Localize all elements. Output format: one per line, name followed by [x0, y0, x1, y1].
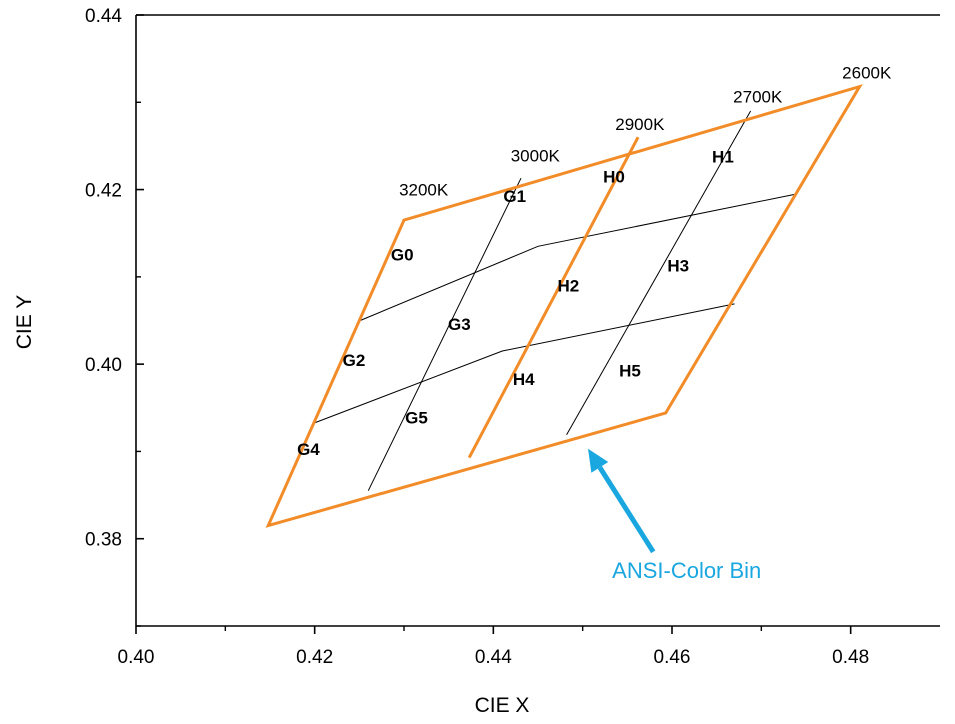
x-tick-label: 0.42 [296, 647, 333, 668]
x-axis-title: CIE X [475, 694, 530, 717]
bin-label: H1 [712, 148, 734, 167]
bin-label: H2 [558, 277, 580, 296]
bin-label: H3 [667, 257, 689, 276]
x-tick-label: 0.44 [475, 647, 512, 668]
annotation-arrow-head [588, 448, 609, 473]
sub-bin-lines [312, 110, 798, 491]
bin-label: G5 [405, 408, 428, 427]
annotation-label: ANSI-Color Bin [612, 558, 761, 583]
bin-label: G1 [503, 187, 526, 206]
cct-label: 3200K [399, 181, 449, 200]
x-tick-label: 0.40 [118, 647, 155, 668]
bin-label: H4 [513, 370, 535, 389]
y-tick-label: 0.42 [85, 181, 122, 202]
bin-label: G4 [297, 440, 320, 459]
y-tick-label: 0.40 [85, 355, 122, 376]
cct-label: 2600K [842, 64, 892, 83]
ansi-annotation: ANSI-Color Bin [588, 448, 761, 583]
x-tick-label: 0.46 [654, 647, 691, 668]
sub-bin-line [360, 193, 798, 321]
bin-label: H5 [619, 361, 641, 380]
bin-mid-boundary [467, 136, 640, 459]
cct-label: 3000K [511, 147, 561, 166]
ansi-bin-outline [265, 84, 863, 528]
cct-labels: 3200K 3000K 2900K 2700K 2600K [399, 64, 892, 200]
bin-label: G0 [391, 245, 414, 264]
y-axis-title: CIE Y [13, 295, 36, 349]
cct-label: 2900K [615, 115, 665, 134]
y-axis: 0.38 0.40 0.42 0.44 [85, 6, 144, 627]
y-tick-label: 0.44 [85, 6, 122, 27]
sub-bin-line [312, 303, 735, 424]
cct-label: 2700K [733, 87, 783, 106]
sub-bin-line [566, 110, 752, 436]
bin-label: G3 [448, 315, 471, 334]
sub-bin-line [367, 177, 522, 491]
y-tick-label: 0.38 [85, 530, 122, 551]
bin-outline-polygon [265, 84, 863, 528]
bin-labels: G0 G1 H0 H1 G2 G3 H2 H3 G4 G5 H4 H5 [297, 148, 734, 459]
x-tick-label: 0.48 [832, 647, 869, 668]
annotation-arrow-shaft [597, 466, 656, 554]
plot-frame [135, 14, 940, 627]
bin-label: G2 [343, 351, 366, 370]
x-axis: 0.40 0.42 0.44 0.46 0.48 [118, 626, 869, 668]
bin-label: H0 [603, 168, 625, 187]
